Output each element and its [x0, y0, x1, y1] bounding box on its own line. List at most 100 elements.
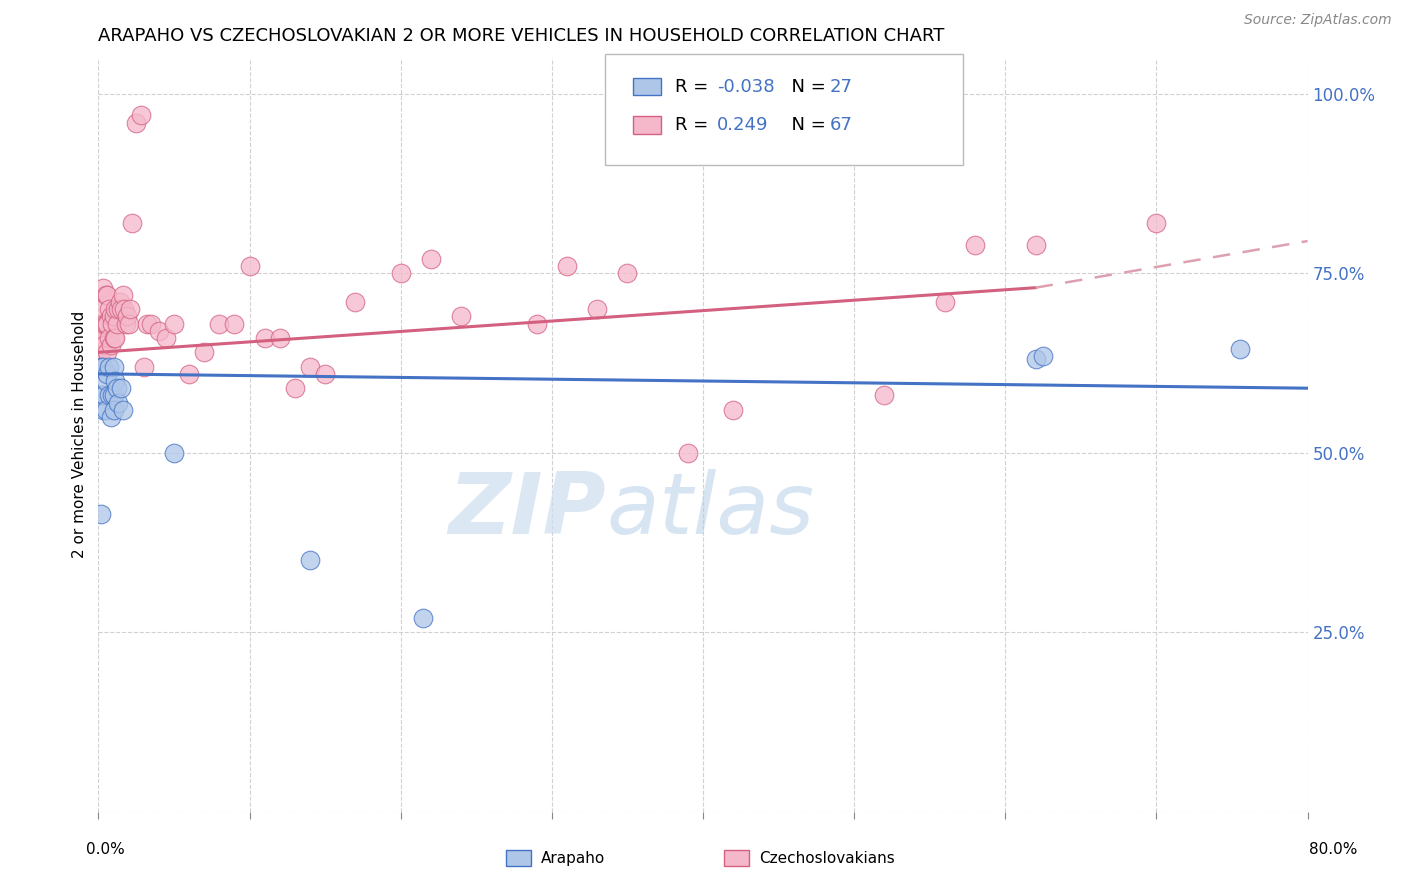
Point	[101, 388, 124, 402]
Text: ARAPAHO VS CZECHOSLOVAKIAN 2 OR MORE VEHICLES IN HOUSEHOLD CORRELATION CHART: ARAPAHO VS CZECHOSLOVAKIAN 2 OR MORE VEH…	[98, 28, 945, 45]
Point	[93, 388, 115, 402]
Point	[1024, 237, 1046, 252]
Point	[94, 402, 117, 417]
Point	[91, 402, 114, 417]
Point	[98, 388, 121, 402]
Point	[90, 507, 112, 521]
Point	[1229, 342, 1251, 356]
Point	[314, 367, 336, 381]
Point	[104, 374, 127, 388]
Point	[179, 367, 201, 381]
Text: Czechoslovakians: Czechoslovakians	[759, 851, 896, 865]
Point	[96, 317, 118, 331]
Point	[420, 252, 443, 266]
Point	[107, 395, 129, 409]
Point	[299, 553, 322, 567]
Point	[103, 331, 125, 345]
Text: 0.249: 0.249	[717, 116, 769, 134]
Point	[114, 317, 136, 331]
Point	[965, 237, 987, 252]
Point	[253, 331, 276, 345]
Point	[135, 317, 157, 331]
Text: N =: N =	[780, 116, 832, 134]
Text: 67: 67	[830, 116, 852, 134]
Point	[344, 295, 367, 310]
Point	[1144, 216, 1167, 230]
Y-axis label: 2 or more Vehicles in Household: 2 or more Vehicles in Household	[72, 311, 87, 558]
Point	[96, 345, 118, 359]
Point	[616, 266, 638, 280]
Point	[239, 259, 262, 273]
Point	[121, 216, 143, 230]
Text: 27: 27	[830, 78, 852, 95]
Point	[873, 388, 896, 402]
Point	[90, 359, 112, 374]
Point	[93, 317, 115, 331]
Point	[112, 302, 135, 317]
Point	[269, 331, 291, 345]
Point	[103, 388, 125, 402]
Point	[526, 317, 548, 331]
Point	[120, 302, 142, 317]
Text: Source: ZipAtlas.com: Source: ZipAtlas.com	[1244, 13, 1392, 28]
Point	[98, 331, 121, 345]
Point	[208, 317, 231, 331]
Point	[163, 446, 186, 460]
Point	[98, 359, 121, 374]
Point	[934, 295, 956, 310]
Text: -0.038: -0.038	[717, 78, 775, 95]
Point	[103, 310, 125, 324]
Point	[284, 381, 307, 395]
Text: N =: N =	[780, 78, 832, 95]
Point	[1024, 352, 1046, 367]
Point	[110, 381, 132, 395]
Point	[100, 310, 122, 324]
Point	[90, 388, 112, 402]
Text: Arapaho: Arapaho	[541, 851, 606, 865]
Point	[90, 345, 112, 359]
Point	[100, 409, 122, 424]
Point	[98, 302, 121, 317]
Point	[87, 352, 110, 367]
Point	[108, 295, 131, 310]
Text: R =: R =	[675, 116, 720, 134]
Text: 0.0%: 0.0%	[86, 842, 125, 856]
Point	[89, 331, 111, 345]
Point	[104, 302, 127, 317]
Point	[91, 331, 114, 345]
Point	[389, 266, 412, 280]
Text: atlas: atlas	[606, 468, 814, 552]
Point	[104, 331, 127, 345]
Point	[148, 324, 170, 338]
Text: ZIP: ZIP	[449, 468, 606, 552]
Point	[105, 381, 128, 395]
Point	[101, 317, 124, 331]
Point	[224, 317, 246, 331]
Point	[94, 317, 117, 331]
Point	[132, 359, 155, 374]
Point	[96, 288, 118, 302]
Point	[193, 345, 215, 359]
Point	[103, 359, 125, 374]
Point	[115, 310, 138, 324]
Point	[676, 446, 699, 460]
Point	[129, 108, 152, 122]
Point	[90, 302, 112, 317]
Point	[412, 611, 434, 625]
Point	[141, 317, 163, 331]
Point	[94, 288, 117, 302]
Point	[163, 317, 186, 331]
Point	[450, 310, 472, 324]
Point	[155, 331, 177, 345]
Point	[91, 359, 114, 374]
Point	[94, 374, 117, 388]
Point	[89, 317, 111, 331]
Point	[118, 317, 141, 331]
Point	[299, 359, 322, 374]
Point	[107, 302, 129, 317]
Text: R =: R =	[675, 78, 714, 95]
Point	[125, 115, 148, 129]
Point	[105, 317, 128, 331]
Point	[100, 338, 122, 352]
Point	[96, 367, 118, 381]
